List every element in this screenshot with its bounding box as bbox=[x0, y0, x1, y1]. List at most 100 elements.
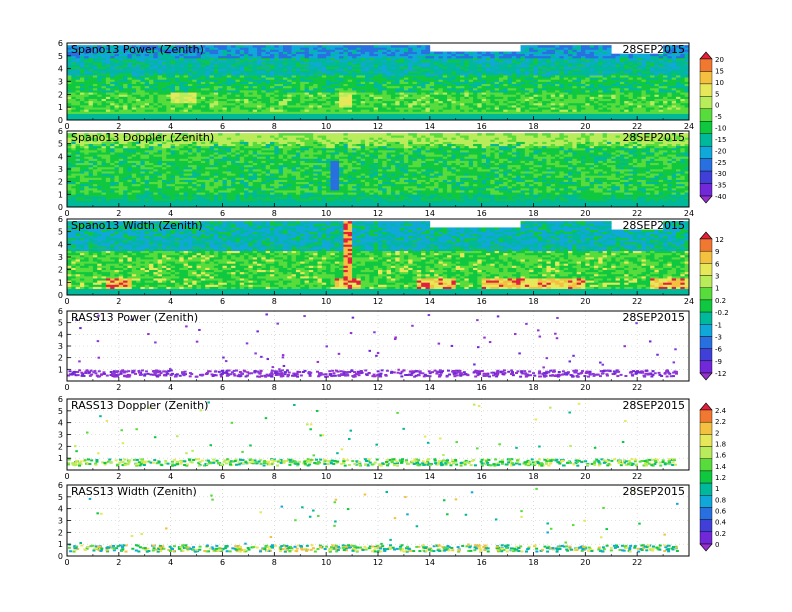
heatmap-cell bbox=[671, 60, 677, 63]
heatmap-cell bbox=[356, 96, 362, 99]
heatmap-cell bbox=[157, 64, 163, 67]
heatmap-cell bbox=[684, 115, 690, 119]
heatmap-cell bbox=[187, 98, 193, 102]
heatmap-cell bbox=[97, 60, 102, 63]
heatmap-cell bbox=[676, 107, 681, 110]
heatmap-cell bbox=[378, 83, 383, 87]
heatmap-cell bbox=[447, 57, 452, 61]
heatmap-cell bbox=[339, 55, 344, 59]
heatmap-cell bbox=[559, 70, 565, 74]
heatmap-cell bbox=[533, 96, 539, 99]
heatmap-cell bbox=[503, 87, 508, 91]
heatmap-cell bbox=[671, 53, 677, 57]
heatmap-cell bbox=[226, 57, 232, 61]
heatmap-cell bbox=[460, 83, 465, 87]
heatmap-cell bbox=[460, 70, 465, 74]
heatmap-cell bbox=[645, 60, 651, 63]
heatmap-cell bbox=[507, 102, 513, 106]
heatmap-cell bbox=[352, 83, 357, 87]
heatmap-cell bbox=[563, 79, 569, 82]
heatmap-cell bbox=[568, 100, 573, 104]
heatmap-cell bbox=[619, 98, 625, 102]
heatmap-cell bbox=[257, 75, 262, 78]
heatmap-cell bbox=[447, 68, 452, 72]
heatmap-cell bbox=[196, 98, 202, 102]
heatmap-cell bbox=[671, 109, 677, 112]
heatmap-cell bbox=[585, 115, 590, 119]
heatmap-cell bbox=[602, 70, 608, 74]
heatmap-cell bbox=[416, 68, 422, 72]
heatmap-cell bbox=[75, 111, 81, 114]
heatmap-cell bbox=[339, 51, 344, 55]
heatmap-cell bbox=[684, 79, 690, 82]
heatmap-cell bbox=[321, 105, 327, 108]
heatmap-cell bbox=[615, 60, 621, 63]
heatmap-cell bbox=[624, 60, 629, 63]
heatmap-cell bbox=[593, 107, 599, 110]
heatmap-cell bbox=[187, 113, 193, 117]
heatmap-cell bbox=[473, 115, 478, 119]
heatmap-cell bbox=[365, 100, 370, 104]
heatmap-cell bbox=[239, 98, 245, 102]
heatmap-cell bbox=[624, 68, 629, 72]
heatmap-cell bbox=[114, 77, 120, 80]
heatmap-cell bbox=[473, 96, 478, 99]
heatmap-cell bbox=[542, 60, 547, 63]
heatmap-cell bbox=[624, 83, 629, 87]
heatmap-cell bbox=[451, 111, 457, 114]
heatmap-cell bbox=[434, 115, 439, 119]
heatmap-cell bbox=[684, 83, 690, 87]
heatmap-cell bbox=[550, 75, 556, 78]
heatmap-cell bbox=[265, 87, 271, 91]
heatmap-cell bbox=[421, 107, 426, 110]
heatmap-cell bbox=[581, 81, 586, 84]
heatmap-cell bbox=[667, 105, 673, 108]
heatmap-cell bbox=[451, 100, 457, 104]
heatmap-cell bbox=[127, 77, 133, 80]
heatmap-cell bbox=[442, 72, 448, 76]
heatmap-cell bbox=[282, 45, 288, 48]
heatmap-cell bbox=[291, 47, 297, 50]
heatmap-cell bbox=[520, 92, 526, 95]
heatmap-cell bbox=[187, 117, 193, 121]
heatmap-cell bbox=[244, 98, 249, 102]
heatmap-cell bbox=[546, 72, 552, 76]
heatmap-cell bbox=[218, 66, 223, 70]
heatmap-cell bbox=[464, 107, 470, 110]
heatmap-cell bbox=[680, 111, 686, 114]
heatmap-cell bbox=[67, 98, 72, 102]
heatmap-cell bbox=[421, 47, 426, 50]
heatmap-cell bbox=[520, 117, 526, 121]
heatmap-cell bbox=[347, 109, 353, 112]
heatmap-cell bbox=[581, 75, 586, 78]
heatmap-cell bbox=[287, 113, 292, 117]
heatmap-cell bbox=[671, 96, 677, 99]
heatmap-cell bbox=[468, 107, 474, 110]
heatmap-cell bbox=[149, 79, 154, 82]
heatmap-cell bbox=[131, 85, 137, 89]
heatmap-cell bbox=[149, 87, 154, 91]
heatmap-cell bbox=[300, 79, 305, 82]
heatmap-cell bbox=[71, 98, 76, 102]
heatmap-cell bbox=[356, 45, 362, 48]
heatmap-cell bbox=[127, 79, 133, 82]
heatmap-cell bbox=[231, 77, 236, 80]
heatmap-cell bbox=[524, 60, 530, 63]
heatmap-cell bbox=[209, 75, 215, 78]
heatmap-cell bbox=[576, 100, 582, 104]
heatmap-cell bbox=[399, 49, 405, 52]
heatmap-cell bbox=[317, 107, 323, 110]
heatmap-cell bbox=[507, 113, 513, 117]
heatmap-cell bbox=[598, 107, 603, 110]
heatmap-cell bbox=[533, 47, 539, 50]
heatmap-cell bbox=[455, 100, 461, 104]
heatmap-cell bbox=[295, 98, 301, 102]
heatmap-cell bbox=[123, 105, 128, 108]
heatmap-cell bbox=[395, 81, 400, 84]
heatmap-cell bbox=[490, 87, 495, 91]
heatmap-cell bbox=[101, 53, 107, 57]
heatmap-cell bbox=[71, 68, 76, 72]
heatmap-cell bbox=[447, 66, 452, 70]
heatmap-cell bbox=[615, 57, 621, 61]
heatmap-cell bbox=[628, 107, 634, 110]
